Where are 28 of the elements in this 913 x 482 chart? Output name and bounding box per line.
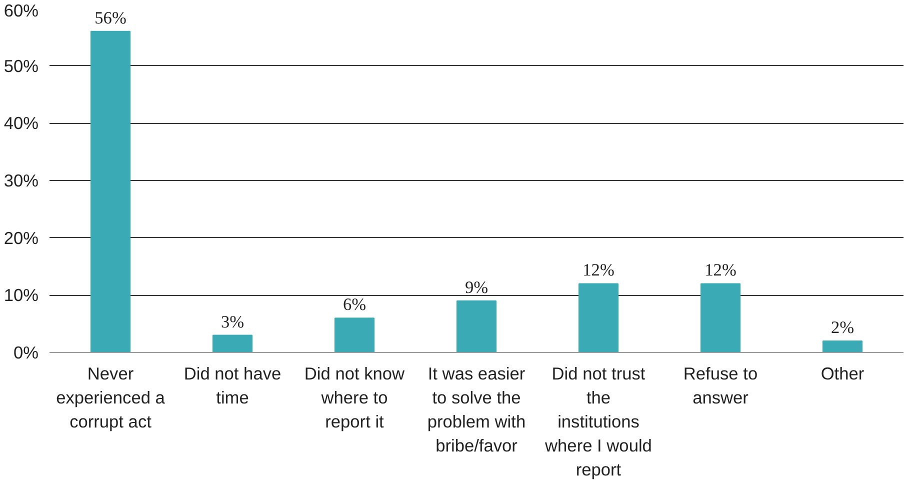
- x-tick-label: Did not trust the institutions where I would report: [544, 364, 652, 480]
- data-label: 2%: [830, 318, 854, 338]
- bar: [700, 283, 741, 352]
- x-tick-label: Did not have time: [184, 364, 282, 408]
- x-tick-label: Other: [820, 364, 864, 384]
- x-tick-label: Did not know where to report it: [304, 364, 406, 432]
- x-tick-label: Never experienced a corrupt act: [56, 364, 166, 432]
- data-label: 56%: [94, 8, 126, 28]
- y-tick-label: 60%: [4, 0, 39, 20]
- y-tick-label: 40%: [4, 113, 39, 134]
- y-tick-label: 30%: [4, 170, 39, 190]
- bar: [334, 318, 375, 352]
- data-label: 3%: [220, 312, 244, 332]
- x-tick-label: Refuse to answer: [683, 364, 758, 408]
- bar: [822, 340, 863, 352]
- bar: [90, 30, 131, 352]
- data-label: 9%: [464, 278, 488, 297]
- y-tick-label: 10%: [4, 285, 39, 306]
- bar: [456, 300, 497, 352]
- y-tick-label: 20%: [4, 228, 39, 248]
- data-label: 12%: [704, 260, 736, 280]
- y-tick-label: 50%: [4, 56, 39, 76]
- data-label: 12%: [582, 260, 614, 280]
- bar: [578, 283, 619, 352]
- bar: [212, 334, 253, 352]
- y-tick-label: 0%: [13, 342, 38, 362]
- x-tick-label: It was easier to solve the problem with bribe/favor: [427, 364, 526, 456]
- data-label: 6%: [342, 295, 366, 314]
